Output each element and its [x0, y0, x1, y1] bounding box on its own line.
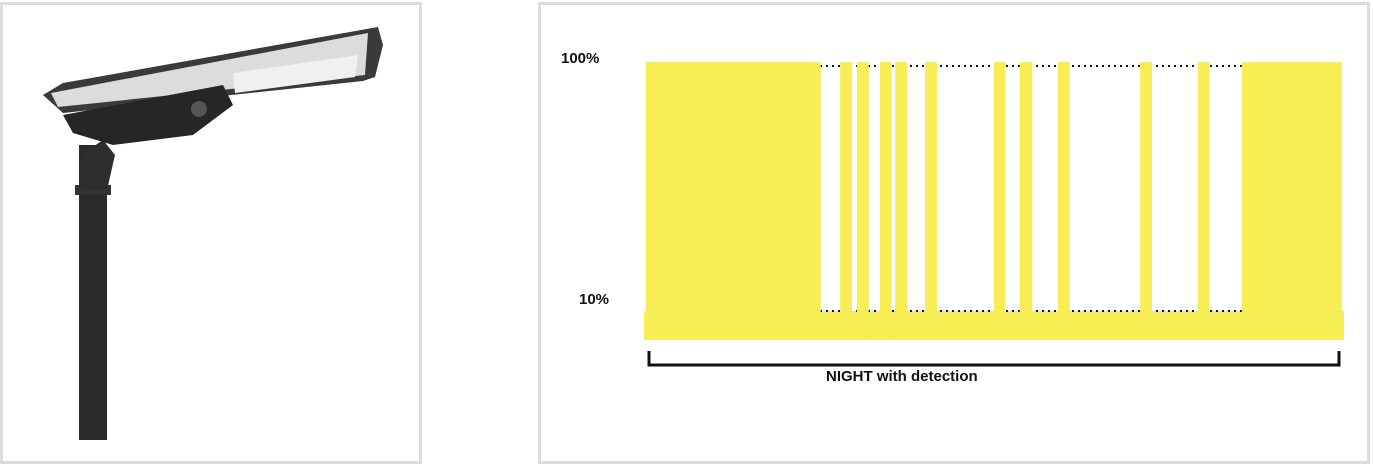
high-bar-2: [856, 62, 869, 340]
product-image-panel: [0, 2, 422, 464]
y-label-100: 100%: [561, 50, 600, 67]
high-bar-6: [994, 62, 1006, 340]
high-bar-0: [646, 62, 821, 340]
night-bracket: [647, 351, 1341, 367]
high-bar-4: [895, 62, 907, 340]
high-bar-5: [925, 62, 937, 340]
high-bar-3: [879, 62, 891, 340]
high-bar-7: [1019, 62, 1033, 340]
x-label: NIGHT with detection: [826, 368, 978, 385]
high-bar-10: [1197, 62, 1210, 340]
high-bar-8: [1058, 62, 1070, 340]
y-label-10: 10%: [579, 291, 610, 308]
chart-panel: 100% 10% NIGHT with detection: [538, 2, 1370, 464]
high-bar-9: [1140, 62, 1152, 340]
high-bar-11: [1241, 62, 1342, 340]
solar-street-light-image: [43, 27, 383, 440]
dimming-chart: [644, 62, 1344, 367]
high-bar-1: [840, 62, 853, 340]
